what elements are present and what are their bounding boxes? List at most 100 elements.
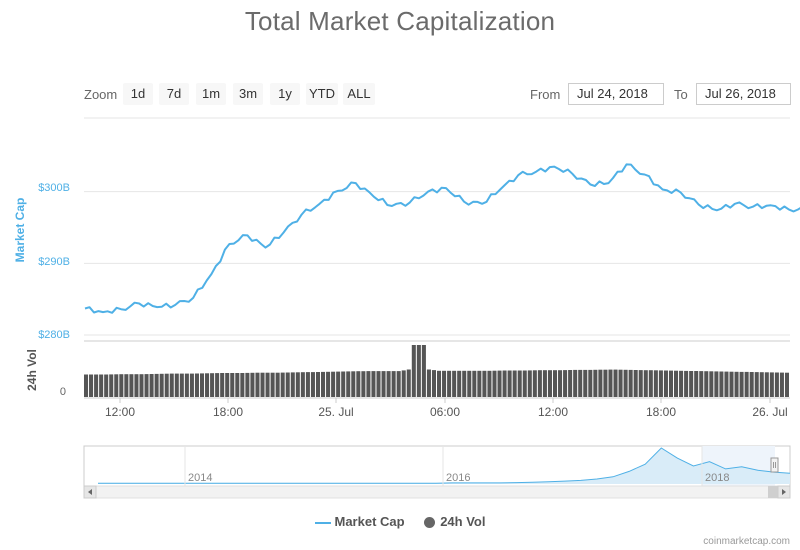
legend-market-cap-label: Market Cap — [334, 514, 405, 529]
volume-bar — [154, 373, 159, 397]
from-date-input[interactable]: Jul 24, 2018 — [568, 83, 664, 105]
volume-bar — [689, 371, 694, 397]
y-axis-title: Market Cap — [13, 198, 27, 263]
x-tick-label: 12:00 — [538, 405, 568, 419]
volume-bar — [507, 370, 512, 397]
volume-bar — [250, 372, 255, 397]
volume-bar — [462, 370, 467, 397]
circle-icon — [424, 517, 436, 529]
x-tick-label: 18:00 — [213, 405, 243, 419]
volume-bar — [452, 370, 457, 397]
volume-bar — [260, 372, 265, 397]
volume-bar — [583, 369, 588, 397]
volume-bar — [679, 370, 684, 397]
navigator-line — [98, 447, 791, 484]
volume-bar — [139, 374, 144, 397]
volume-bar — [421, 345, 426, 397]
volume-bar — [628, 369, 633, 397]
volume-bar — [94, 374, 99, 397]
volume-bar — [230, 373, 235, 397]
volume-bar — [623, 369, 628, 397]
to-label: To — [674, 87, 688, 102]
navigator-area — [98, 448, 790, 484]
volume-bar — [618, 369, 623, 397]
volume-bar — [437, 370, 442, 397]
navigator-handle[interactable] — [770, 457, 779, 473]
volume-bar — [552, 370, 558, 397]
volume-bar — [124, 374, 129, 397]
legend-volume[interactable]: 24h Vol — [424, 514, 485, 529]
volume-bar — [225, 373, 230, 397]
volume-bar — [608, 369, 613, 397]
market-cap-series-line — [84, 163, 800, 314]
zoom-1y-button[interactable]: 1y — [270, 83, 300, 105]
volume-bar — [502, 370, 507, 397]
volume-bar — [573, 369, 578, 397]
volume-bar — [205, 373, 210, 397]
volume-bar — [744, 371, 749, 397]
zoom-7d-button[interactable]: 7d — [159, 83, 189, 105]
arrow-right-icon — [782, 489, 786, 495]
volume-bar — [119, 374, 124, 397]
volume-bar — [326, 371, 331, 397]
volume-bar — [210, 373, 215, 397]
volume-bar — [694, 371, 699, 397]
volume-bar — [416, 345, 421, 397]
credits-link[interactable]: coinmarketcap.com — [703, 536, 790, 547]
volume-bar — [739, 371, 744, 397]
volume-bar — [568, 370, 573, 397]
y-axis-labels: $280B $290B $300B — [38, 182, 70, 341]
zoom-all-button[interactable]: ALL — [343, 83, 375, 105]
volume-bar — [532, 370, 537, 397]
volume-bar — [275, 372, 280, 397]
volume-bar — [714, 371, 719, 397]
navigator-year-label: 2018 — [705, 472, 729, 484]
volume-bar — [648, 370, 653, 397]
volume-bar — [290, 372, 295, 397]
volume-bar — [159, 373, 164, 397]
scrollbar-track[interactable] — [83, 485, 791, 499]
volume-bar — [426, 369, 431, 397]
zoom-1d-button[interactable]: 1d — [123, 83, 153, 105]
volume-bar — [270, 372, 275, 397]
volume-bar — [709, 371, 714, 397]
volume-bar — [401, 370, 406, 397]
volume-bar — [164, 373, 169, 397]
volume-zero-label: 0 — [60, 386, 66, 398]
volume-bar — [674, 370, 679, 397]
volume-bar — [84, 374, 89, 397]
x-tick-label: 26. Jul — [752, 405, 787, 419]
volume-axis-title: 24h Vol — [25, 349, 39, 391]
volume-bar — [684, 370, 689, 397]
volume-bar — [593, 369, 598, 397]
volume-bar — [779, 372, 784, 397]
volume-bar — [598, 369, 603, 397]
volume-bar — [774, 372, 779, 397]
volume-bar — [754, 372, 759, 397]
volume-bar — [361, 371, 366, 397]
volume-bar — [215, 373, 220, 397]
volume-bars — [84, 345, 789, 397]
legend-market-cap[interactable]: Market Cap — [314, 514, 405, 529]
volume-bar — [315, 372, 321, 397]
scrollbar-thumb[interactable] — [768, 486, 778, 498]
volume-bar — [724, 371, 729, 397]
zoom-ytd-button[interactable]: YTD — [306, 83, 338, 105]
volume-bar — [512, 370, 517, 397]
volume-bar — [99, 374, 104, 397]
volume-bar — [447, 370, 452, 397]
volume-bar — [704, 371, 709, 397]
y-tick-label: $290B — [38, 256, 70, 268]
zoom-1m-button[interactable]: 1m — [196, 83, 226, 105]
volume-bar — [537, 370, 542, 397]
zoom-3m-button[interactable]: 3m — [233, 83, 263, 105]
x-tick-label: 06:00 — [430, 405, 460, 419]
volume-bar — [442, 370, 447, 397]
volume-bar — [179, 373, 184, 397]
volume-bar — [477, 370, 482, 397]
volume-bar — [386, 371, 391, 397]
volume-bar — [144, 374, 149, 397]
volume-bar — [235, 373, 240, 397]
volume-bar — [492, 370, 497, 397]
to-date-input[interactable]: Jul 26, 2018 — [696, 83, 791, 105]
